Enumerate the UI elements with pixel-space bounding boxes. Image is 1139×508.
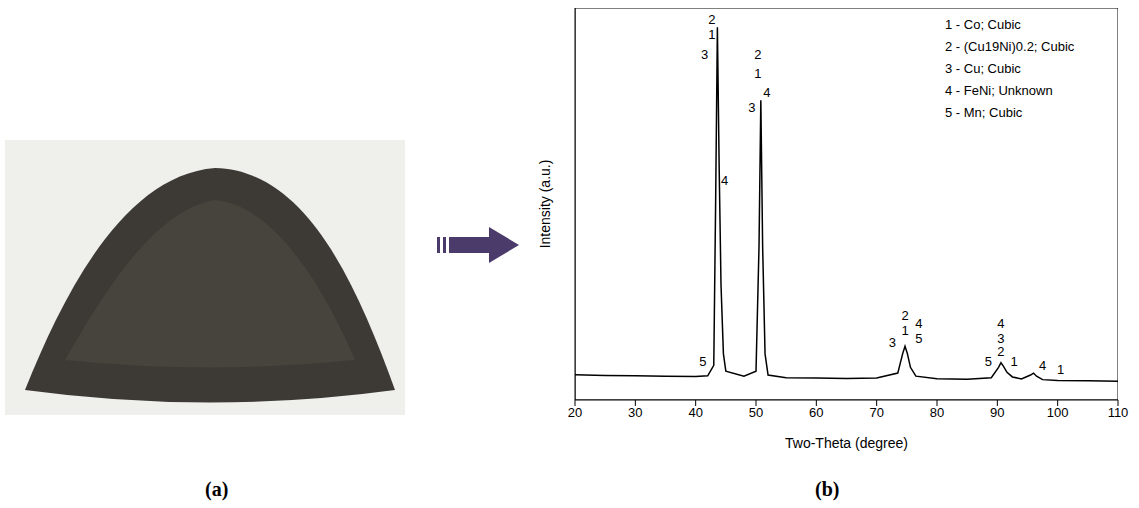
svg-text:20: 20	[568, 405, 582, 420]
svg-text:1: 1	[1057, 362, 1064, 377]
svg-text:1: 1	[708, 27, 715, 42]
html-text:3 - Cu; Cubic: 3 - Cu; Cubic	[945, 61, 1021, 76]
html-text:2 - (Cu19Ni)0.2; Cubic: 2 - (Cu19Ni)0.2; Cubic	[945, 39, 1075, 54]
svg-text:2: 2	[754, 47, 761, 62]
svg-text:3: 3	[997, 331, 1005, 346]
svg-text:4: 4	[997, 316, 1004, 331]
svg-text:70: 70	[869, 405, 883, 420]
svg-text:Two-Theta (degree): Two-Theta (degree)	[785, 435, 908, 451]
svg-text:1: 1	[901, 323, 908, 338]
svg-text:2: 2	[997, 344, 1004, 359]
svg-text:90: 90	[990, 405, 1004, 420]
svg-text:4: 4	[763, 85, 770, 100]
html-text:4 - FeNi; Unknown: 4 - FeNi; Unknown	[945, 83, 1053, 98]
svg-text:40: 40	[688, 405, 702, 420]
svg-text:100: 100	[1047, 405, 1069, 420]
svg-text:3: 3	[748, 100, 755, 115]
svg-text:50: 50	[749, 405, 763, 420]
svg-text:3: 3	[889, 335, 896, 350]
svg-text:2: 2	[708, 12, 715, 27]
html-text:(a): (a)	[205, 478, 229, 500]
html-text:(b): (b)	[815, 478, 840, 500]
svg-text:30: 30	[628, 405, 642, 420]
svg-text:3: 3	[701, 47, 708, 62]
svg-text:2: 2	[901, 308, 908, 323]
html-text:5 - Mn; Cubic: 5 - Mn; Cubic	[945, 105, 1023, 120]
svg-text:80: 80	[930, 405, 944, 420]
svg-text:5: 5	[985, 354, 992, 369]
svg-text:1: 1	[1011, 354, 1018, 369]
svg-text:4: 4	[721, 173, 728, 188]
svg-text:60: 60	[809, 405, 823, 420]
svg-text:1: 1	[754, 66, 761, 81]
svg-text:5: 5	[699, 354, 706, 369]
svg-text:5: 5	[915, 331, 922, 346]
svg-text:Intensity (a.u.): Intensity (a.u.)	[537, 160, 553, 249]
html-text:1 - Co; Cubic: 1 - Co; Cubic	[945, 17, 1021, 32]
svg-text:110: 110	[1108, 405, 1129, 420]
svg-text:4: 4	[915, 316, 922, 331]
svg-text:4: 4	[1039, 358, 1046, 373]
